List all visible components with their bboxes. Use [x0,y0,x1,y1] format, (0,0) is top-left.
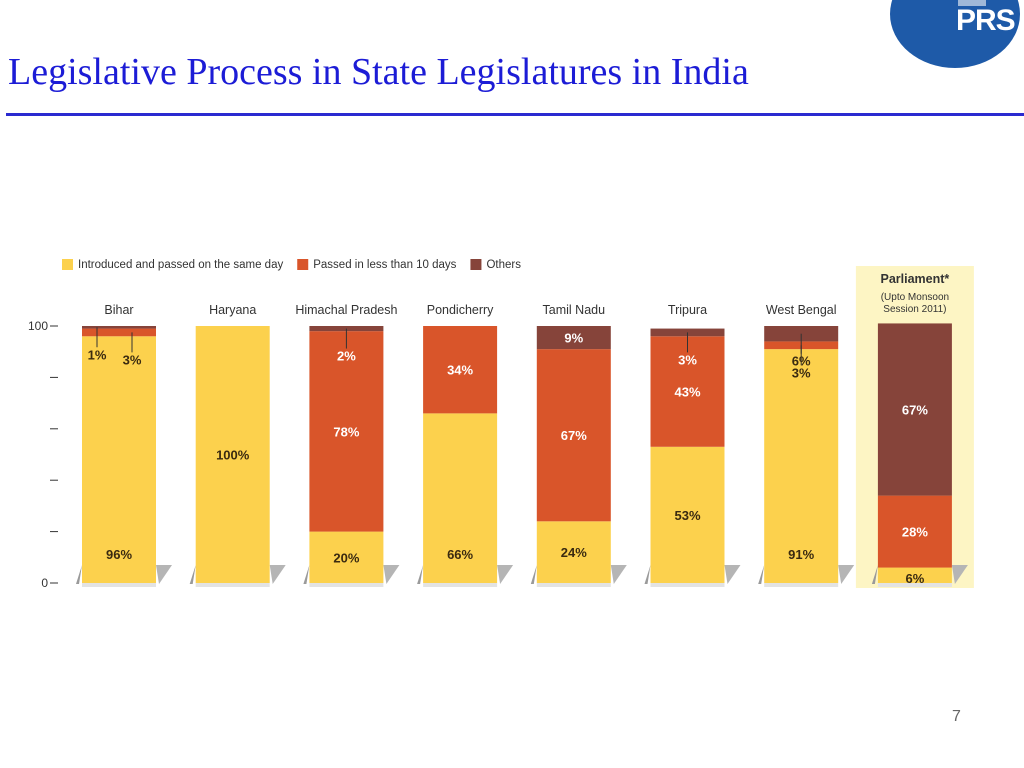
legend-label-introduced-and-passed-on-the-same-day: Introduced and passed on the same day [78,259,283,271]
slide-title: Legislative Process in State Legislature… [8,51,749,93]
legend-label-passed-in-less-than-10-days: Passed in less than 10 days [313,259,456,271]
bar-shadow-right-pondicherry [497,565,514,584]
bar-shadow-left-west-bengal [758,565,765,584]
bar-shadow-right-haryana [269,565,286,584]
data-label-himachal-pradesh-introduced-and-passed-on-the-same-day: 20% [333,550,359,565]
category-label-tamil-nadu: Tamil Nadu [543,303,606,317]
legend-swatch-introduced-and-passed-on-the-same-day [62,259,73,270]
y-tick-label-0: 0 [41,576,48,590]
page-number: 7 [952,708,961,725]
category-note-line-2: Session 2011) [883,304,946,315]
bar-base-himachal-pradesh [309,583,384,587]
category-label-west-bengal: West Bengal [766,303,837,317]
bar-segment-west-bengal-introduced-and-passed-on-the-same-day [764,349,839,583]
data-label-himachal-pradesh-others: 2% [337,349,356,364]
bar-segment-parliament-introduced-and-passed-on-the-same-day [877,567,952,583]
data-label-bihar-introduced-and-passed-on-the-same-day: 96% [106,547,132,562]
bar-segment-tamil-nadu-introduced-and-passed-on-the-same-day [536,521,611,583]
bar-base-haryana [195,583,270,587]
legend-label-others: Others [486,259,521,271]
bar-shadow-right-tripura [724,565,741,584]
prs-logo-stripe [958,0,986,6]
bar-base-tripura [650,583,725,587]
category-label-pondicherry: Pondicherry [427,303,494,317]
bar-shadow-left-tripura [644,565,651,584]
data-label-himachal-pradesh-passed-in-less-than-10-days: 78% [333,424,359,439]
data-label-pondicherry-introduced-and-passed-on-the-same-day: 66% [447,547,473,562]
category-label-haryana: Haryana [209,303,256,317]
category-label-bihar: Bihar [104,303,133,317]
bar-segment-bihar-others [82,326,156,329]
data-label-tripura-introduced-and-passed-on-the-same-day: 53% [674,508,700,523]
data-label-bihar-others: 1% [88,347,107,362]
legend-swatch-passed-in-less-than-10-days [297,259,309,270]
bar-shadow-right-tamil-nadu [610,565,627,584]
bar-segment-bihar-introduced-and-passed-on-the-same-day [82,336,156,583]
bar-shadow-right-parliament [951,565,968,584]
bar-shadow-right-himachal-pradesh [383,565,400,584]
bar-segment-pondicherry-introduced-and-passed-on-the-same-day [423,413,498,583]
category-label-parliament: Parliament* [881,272,950,286]
bar-shadow-left-haryana [189,565,196,584]
bar-segment-tamil-nadu-passed-in-less-than-10-days [536,349,611,522]
data-label-tamil-nadu-others: 9% [564,331,583,346]
data-label-tripura-passed-in-less-than-10-days: 43% [674,385,700,400]
bar-segment-tamil-nadu-others [536,326,611,350]
data-label-tripura-others: 3% [678,352,697,367]
bar-segment-pondicherry-passed-in-less-than-10-days [423,326,498,414]
bar-base-pondicherry [423,583,498,587]
data-label-west-bengal-introduced-and-passed-on-the-same-day: 91% [788,547,814,562]
prs-logo-text: PRS [956,4,1016,37]
bar-shadow-left-bihar [76,565,82,584]
bar-shadow-right-west-bengal [838,565,855,584]
y-tick-label-100: 100 [28,319,48,333]
bar-shadow-right-bihar [156,565,172,584]
data-label-parliament-others: 67% [902,403,928,418]
bar-segment-tripura-passed-in-less-than-10-days [650,336,725,447]
data-label-tamil-nadu-introduced-and-passed-on-the-same-day: 24% [561,545,587,560]
bar-base-parliament [877,583,952,587]
category-label-tripura: Tripura [668,303,707,317]
title-divider [6,113,1024,116]
data-label-tamil-nadu-passed-in-less-than-10-days: 67% [561,428,587,443]
legend-swatch-others [470,259,482,270]
data-label-pondicherry-passed-in-less-than-10-days: 34% [447,363,473,378]
bar-base-west-bengal [764,583,839,587]
data-label-bihar-passed-in-less-than-10-days: 3% [123,352,142,367]
category-label-himachal-pradesh: Himachal Pradesh [295,303,397,317]
bar-base-bihar [82,583,156,587]
bar-base-tamil-nadu [536,583,611,587]
bar-shadow-left-tamil-nadu [530,565,537,584]
bar-shadow-left-himachal-pradesh [303,565,310,584]
bar-segment-parliament-others [877,323,952,496]
bar-segment-himachal-pradesh-passed-in-less-than-10-days [309,331,384,532]
bar-segment-tripura-introduced-and-passed-on-the-same-day [650,446,725,583]
data-label-west-bengal-passed-in-less-than-10-days: 3% [792,365,811,380]
data-label-parliament-passed-in-less-than-10-days: 28% [902,525,928,540]
category-note-line-1: (Upto Monsoon [881,292,949,303]
data-label-parliament-introduced-and-passed-on-the-same-day: 6% [906,571,925,586]
data-label-west-bengal-others: 6% [792,354,811,369]
bar-segment-bihar-passed-in-less-than-10-days [82,328,156,337]
bar-segment-parliament-passed-in-less-than-10-days [877,495,952,568]
bar-segment-haryana-introduced-and-passed-on-the-same-day [195,326,270,583]
bar-shadow-left-pondicherry [417,565,424,584]
bar-segment-himachal-pradesh-introduced-and-passed-on-the-same-day [309,531,384,583]
data-label-haryana-introduced-and-passed-on-the-same-day: 100% [216,448,250,463]
bar-shadow-left-parliament [871,565,878,584]
